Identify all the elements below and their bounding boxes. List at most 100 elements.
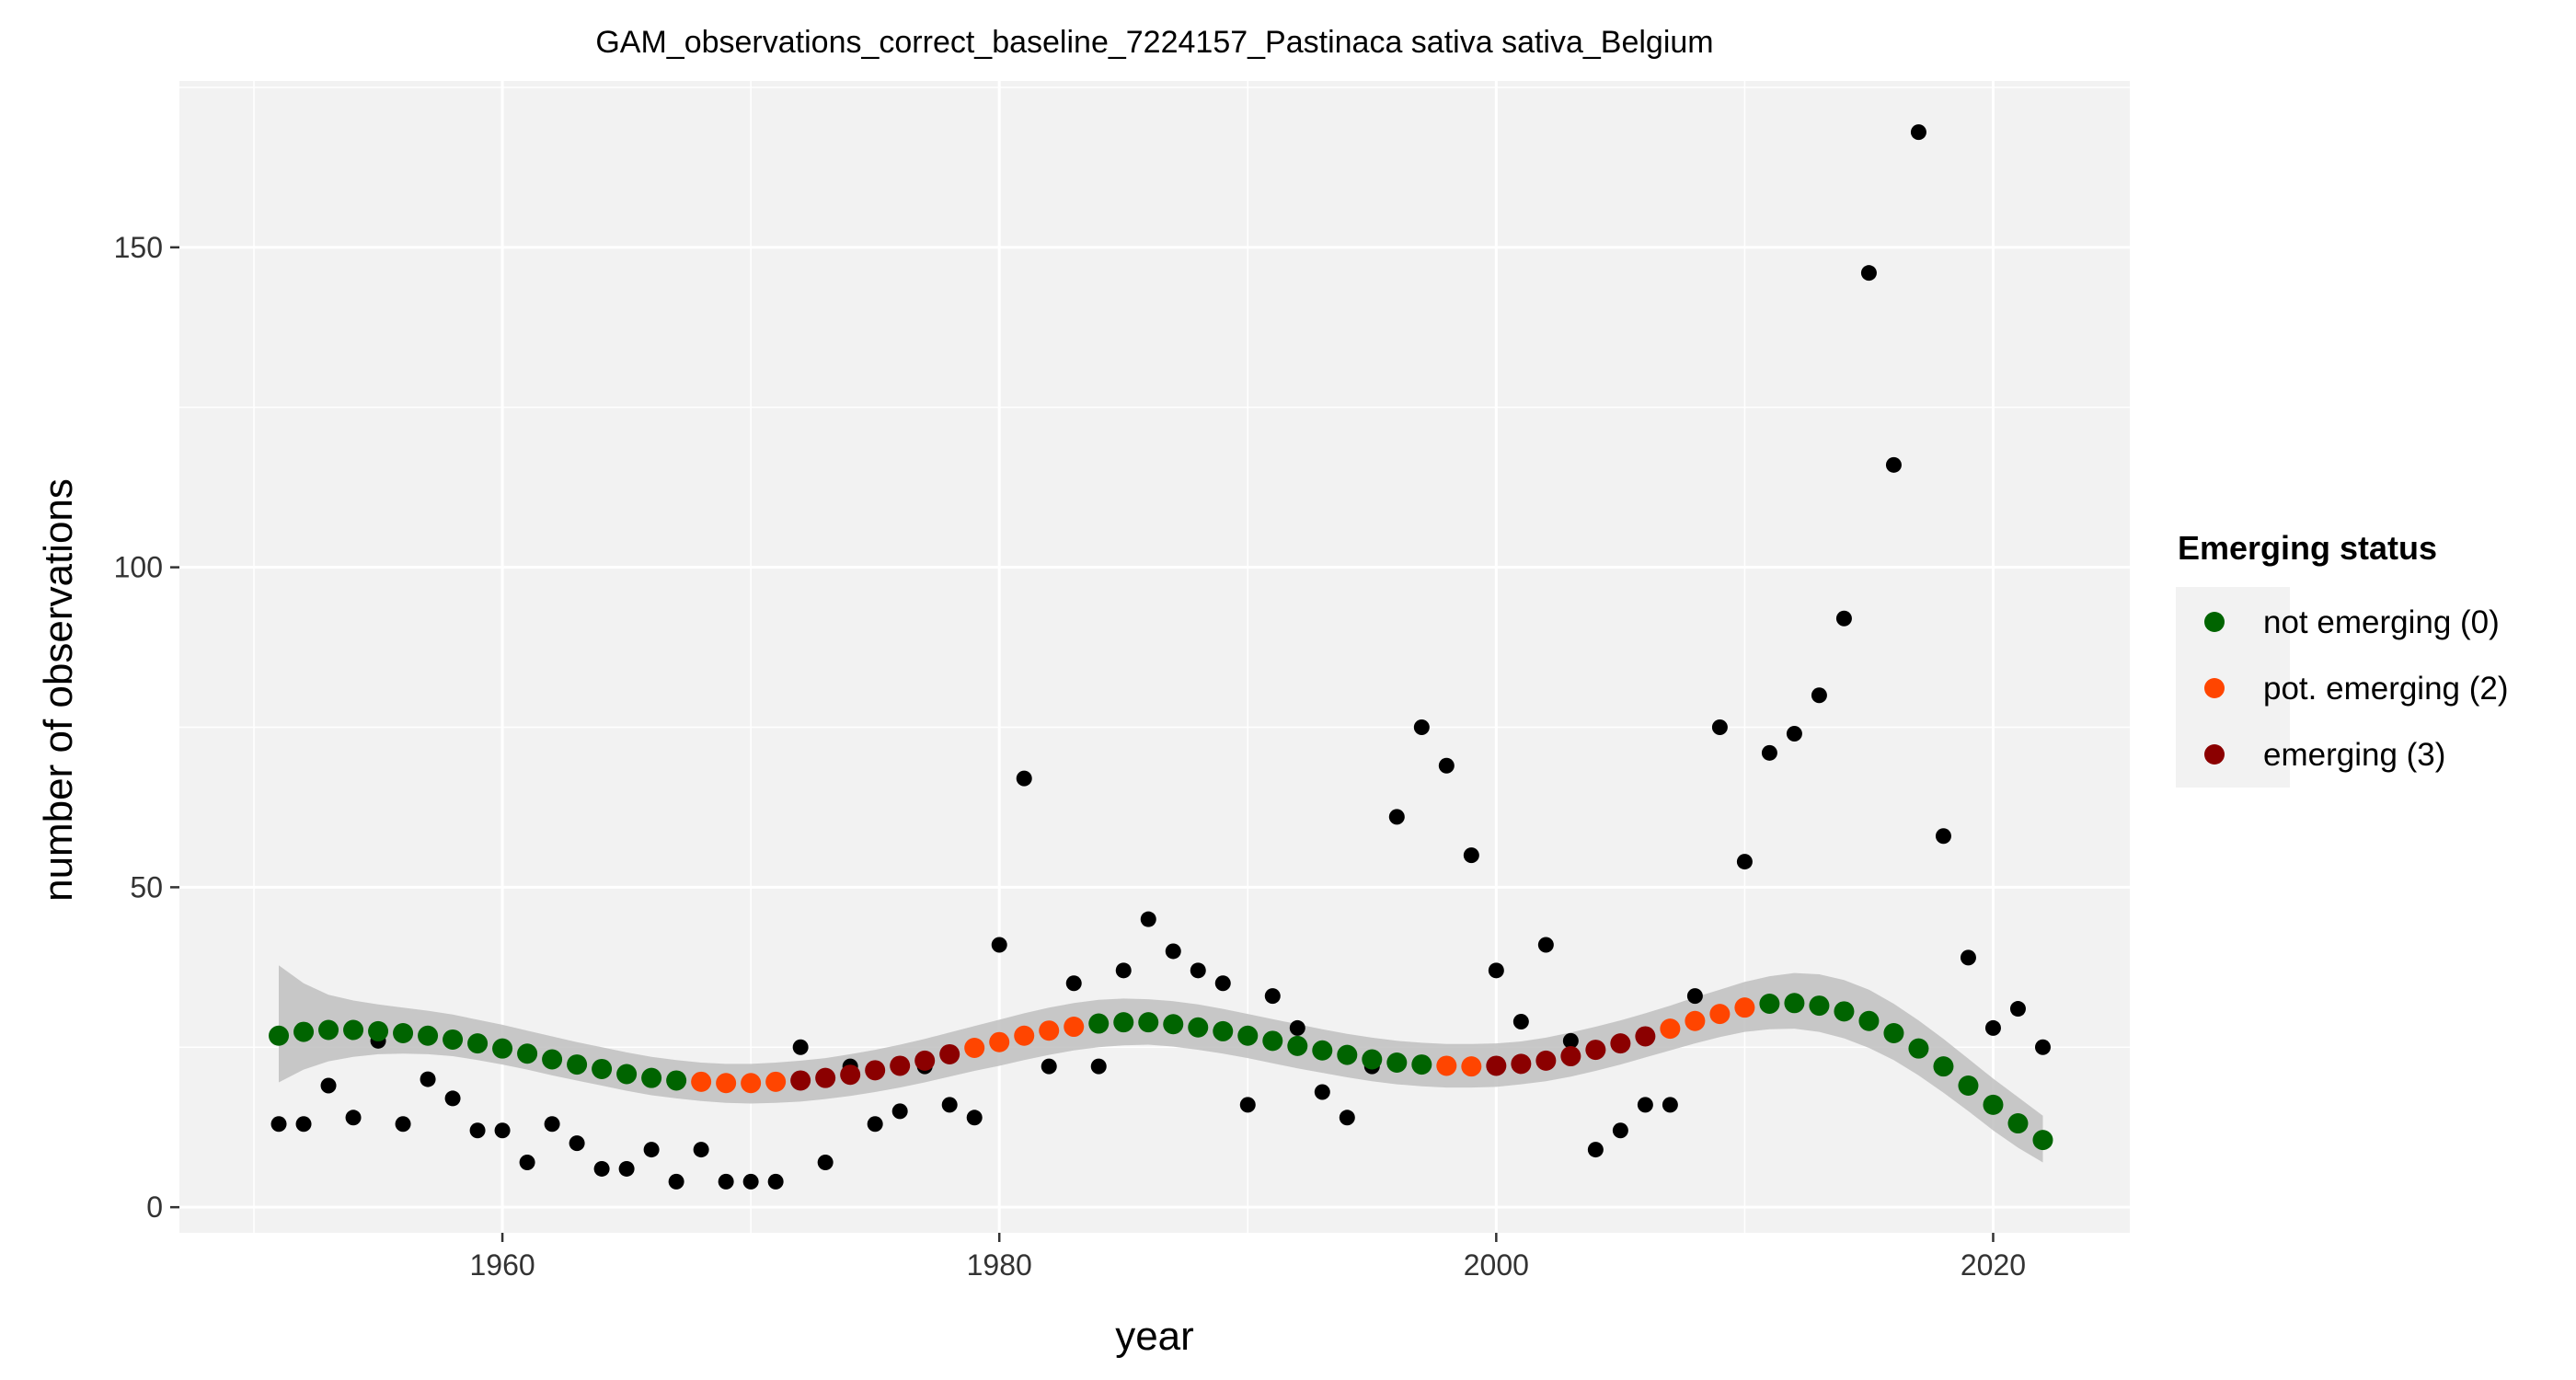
observation-point <box>693 1142 709 1158</box>
gam-fit-point <box>1262 1030 1283 1052</box>
observation-point <box>1662 1097 1678 1113</box>
observation-point <box>1885 456 1902 473</box>
gam-fit-point <box>2007 1113 2029 1134</box>
observation-point <box>494 1122 511 1139</box>
gam-fit-point <box>592 1058 613 1079</box>
gam-fit-point <box>1337 1044 1358 1065</box>
gam-fit-point <box>1560 1046 1581 1067</box>
observation-point <box>1860 265 1877 282</box>
gam-fit-point <box>666 1070 687 1091</box>
gam-fit-point <box>318 1019 339 1041</box>
gam-fit-point <box>393 1022 414 1043</box>
x-tick-label: 2020 <box>1961 1248 2026 1282</box>
gam-fit-point <box>741 1073 762 1094</box>
observation-point <box>1190 962 1206 979</box>
gam-fit-point <box>443 1029 464 1050</box>
observation-point <box>2034 1039 2051 1055</box>
gam-fit-point <box>790 1070 811 1091</box>
y-tick-label: 100 <box>114 551 163 584</box>
gam-fit-point <box>542 1049 563 1070</box>
gam-fit-point <box>1386 1052 1408 1073</box>
major-gridlines <box>179 81 2130 1233</box>
gam-fit-point <box>1113 1012 1134 1033</box>
gam-fit-points <box>269 993 2053 1151</box>
x-axis-title: year <box>1115 1314 1194 1359</box>
observation-point <box>742 1173 759 1190</box>
gam-fit-point <box>1759 993 1780 1014</box>
observation-point <box>1910 124 1926 141</box>
gam-fit-point <box>1163 1014 1184 1035</box>
gam-fit-point <box>840 1064 861 1086</box>
y-axis: 0 50 100 150 <box>114 231 179 1224</box>
observation-point <box>295 1116 312 1133</box>
x-axis: 1960 1980 2000 2020 <box>469 1233 2026 1282</box>
gam-fit-point <box>1983 1094 2004 1115</box>
y-axis-title: number of observations <box>36 478 81 902</box>
gam-fit-point <box>691 1071 712 1092</box>
gam-fit-point <box>1213 1020 1234 1041</box>
gam-fit-point <box>517 1043 538 1064</box>
observation-point <box>1165 943 1181 960</box>
observation-point <box>1339 1110 1355 1126</box>
observation-point <box>1314 1084 1330 1100</box>
observation-point <box>1984 1019 2001 1036</box>
observation-point <box>569 1135 585 1152</box>
observation-point <box>1537 937 1554 953</box>
gam-fit-point <box>1014 1025 1035 1046</box>
gam-fit-point <box>1362 1049 1383 1070</box>
observation-point <box>1612 1122 1628 1139</box>
observation-point <box>2009 1001 2026 1018</box>
gam-fit-point <box>716 1073 737 1094</box>
legend-entry-label: pot. emerging (2) <box>2263 671 2509 707</box>
gam-fit-point <box>890 1055 911 1076</box>
y-tick-label: 50 <box>130 870 163 903</box>
observation-point <box>1289 1019 1305 1036</box>
gam-fit-point <box>293 1021 315 1042</box>
observation-point <box>345 1110 362 1126</box>
observation-point <box>1041 1058 1057 1075</box>
legend-key-swatch <box>2204 678 2225 698</box>
gam-fit-point <box>1312 1040 1333 1061</box>
gam-fit-point <box>343 1019 364 1041</box>
x-tick-label: 1980 <box>967 1248 1032 1282</box>
observation-point <box>668 1173 684 1190</box>
gam-fit-point <box>1784 993 1805 1014</box>
gam-fit-point <box>1908 1038 1929 1059</box>
gam-fit-point <box>1287 1035 1308 1056</box>
x-tick-label: 1960 <box>469 1248 535 1282</box>
observation-point <box>941 1097 958 1113</box>
observation-point <box>1960 949 1976 966</box>
observation-point <box>1438 757 1455 774</box>
observation-point <box>444 1090 461 1107</box>
observation-point <box>320 1077 337 1094</box>
gam-fit-point <box>467 1033 489 1054</box>
gam-fit-point <box>1809 995 1830 1017</box>
observation-point <box>1562 1032 1579 1049</box>
observation-point <box>817 1154 834 1170</box>
gam-fit-point <box>1834 1001 1855 1022</box>
observation-point <box>991 937 1007 953</box>
gam-fit-point <box>1535 1050 1557 1071</box>
observation-point <box>867 1116 883 1133</box>
observation-point <box>792 1039 809 1055</box>
gam-fit-point <box>1138 1012 1159 1033</box>
observation-point <box>270 1116 287 1133</box>
observation-point <box>1488 962 1504 979</box>
gam-fit-point <box>616 1064 638 1085</box>
gam-fit-point <box>1064 1017 1085 1038</box>
observation-point <box>1016 770 1032 787</box>
observation-point <box>1686 988 1703 1005</box>
gam-fit-point <box>865 1060 886 1081</box>
observation-point <box>1637 1097 1653 1113</box>
observation-point <box>1239 1097 1256 1113</box>
gam-fit-point <box>939 1043 960 1064</box>
observation-points <box>270 124 2051 1190</box>
legend-key-swatch <box>2204 612 2225 632</box>
gam-confidence-ribbon <box>279 965 2043 1163</box>
observation-point <box>1512 1013 1529 1029</box>
legend-entry-label: emerging (3) <box>2263 737 2445 773</box>
y-tick-label: 0 <box>146 1190 163 1224</box>
gam-fit-point <box>1188 1017 1209 1038</box>
plot-panel <box>179 81 2130 1233</box>
gam-fit-point <box>1883 1022 1904 1043</box>
